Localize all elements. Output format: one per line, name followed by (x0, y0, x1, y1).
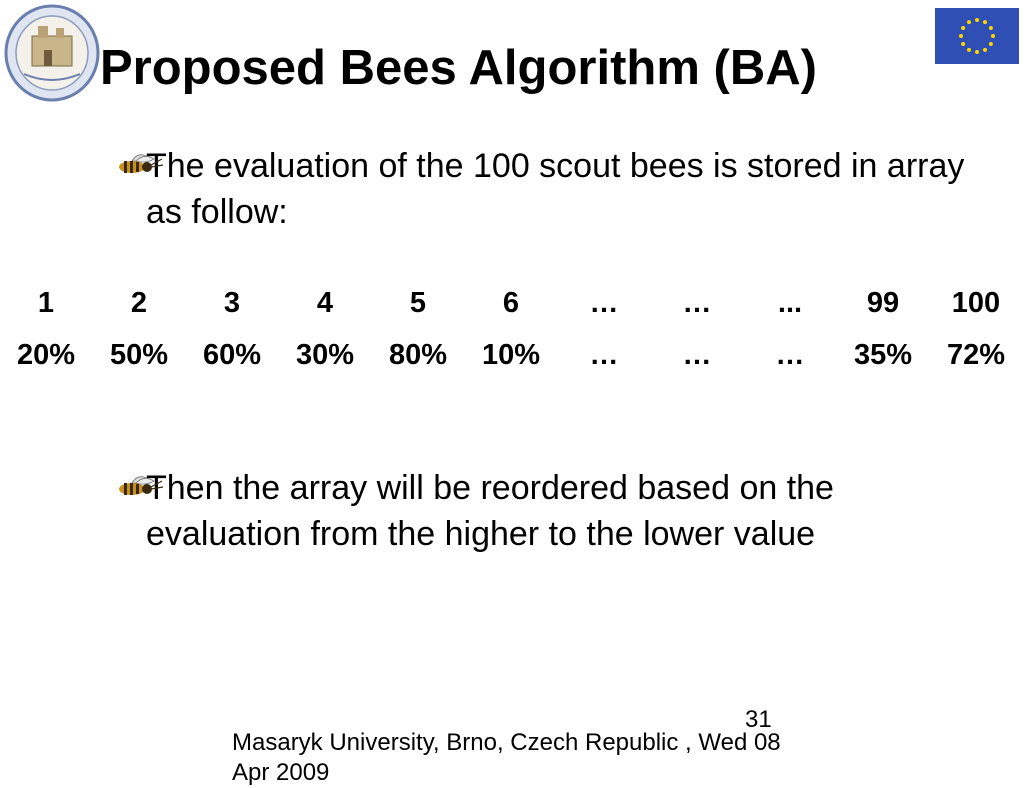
array-index: 3 (223, 287, 241, 319)
array-value: … (682, 339, 712, 371)
array-index: 4 (316, 287, 334, 319)
bullet-evaluation: The evaluation of the 100 scout bees is … (119, 143, 986, 235)
array-value: 20% (16, 339, 76, 371)
array-value: … (589, 339, 619, 371)
array-index: 6 (502, 287, 520, 319)
array-index: … (682, 287, 712, 319)
array-value: … (775, 339, 805, 371)
array-value: 30% (295, 339, 355, 371)
array-index: 5 (409, 287, 427, 319)
array-index: 100 (951, 287, 1001, 319)
bee-icon (119, 476, 164, 495)
slide-title: Proposed Bees Algorithm (BA) (100, 41, 817, 95)
array-index: 2 (130, 287, 148, 319)
bullet-text: Then the array will be reordered based o… (146, 469, 834, 553)
array-value: 80% (388, 339, 448, 371)
bullet-text: The evaluation of the 100 scout bees is … (146, 147, 965, 231)
array-index-row: 1 2 3 4 5 6 … … ... 99 100 (0, 283, 1024, 323)
array-value: 35% (853, 339, 913, 371)
array-index: 99 (866, 287, 900, 319)
eu-flag-icon (935, 8, 1019, 64)
array-value: 72% (946, 339, 1006, 371)
array-value: 50% (109, 339, 169, 371)
slide-footer: Masaryk University, Brno, Czech Republic… (232, 729, 781, 786)
page-number: 31 (745, 706, 772, 733)
array-index: 1 (37, 287, 55, 319)
array-index: ... (777, 287, 803, 319)
array-value: 10% (481, 339, 541, 371)
array-value: 60% (202, 339, 262, 371)
array-index: … (589, 287, 619, 319)
university-seal-icon (4, 4, 100, 102)
array-value-row: 20% 50% 60% 30% 80% 10% … … … 35% 72% (0, 335, 1024, 375)
bullet-reorder: Then the array will be reordered based o… (119, 465, 986, 557)
bee-icon (119, 154, 164, 173)
